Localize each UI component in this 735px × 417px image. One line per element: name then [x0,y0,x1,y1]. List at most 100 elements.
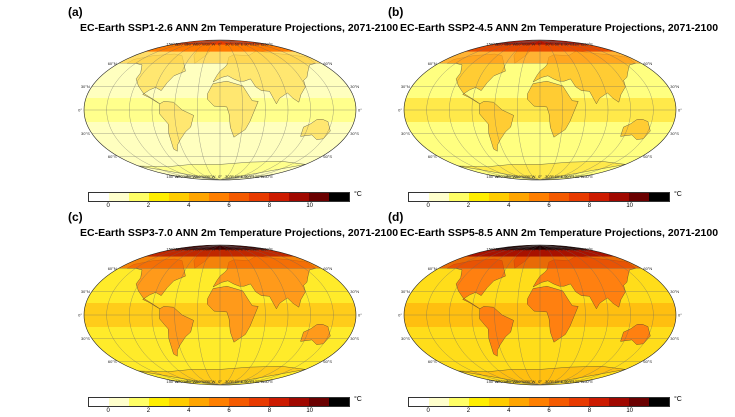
longitude-line [539,40,631,180]
colorbar-tick-label: 2 [146,203,151,209]
colorbar-swatch [449,193,469,201]
panel-letter: (d) [388,210,404,224]
colorbar-swatches [88,192,350,202]
colorbar-tick-label: 10 [306,408,314,414]
latitude-label-left: 60°S [108,154,117,159]
panel-title: EC-Earth SSP1-2.6 ANN 2m Temperature Pro… [80,22,399,34]
map-outline [403,244,677,386]
longitude-label-top: 90°E [244,42,253,47]
colorbar-swatch [569,193,589,201]
latitude-label-right: 60°S [323,359,332,364]
longitude-label-top: 30°W [206,42,216,47]
longitude-label-bottom: 90°E [244,174,253,179]
longitude-label-bottom: 60°E [555,379,564,384]
latitude-label-right: 0° [358,108,362,113]
longitude-line [539,245,609,385]
longitude-label-top: 90°W [507,247,517,252]
colorbar: 0 2 4 6 8 10 °C [408,396,682,415]
panel-title: EC-Earth SSP3-7.0 ANN 2m Temperature Pro… [80,227,399,239]
panel-letter: (b) [388,5,404,19]
longitude-label-bottom: 120°E [253,379,264,384]
longitude-label-bottom: 150°E [262,379,273,384]
colorbar-swatch [649,193,669,201]
longitude-line [539,40,563,180]
longitude-label-top: 90°E [244,247,253,252]
latitude-label-right: 30°N [350,84,359,89]
latitude-label-right: 60°S [323,154,332,159]
colorbar-swatch [189,193,209,201]
longitude-label-top: 60°W [196,42,206,47]
colorbar-swatch [89,398,109,406]
longitude-label-top: 150°E [262,247,273,252]
longitude-label-top: 120°W [176,247,188,252]
colorbar-unit: °C [354,191,362,198]
latitude-label-left: 30°S [81,336,90,341]
continent [159,101,194,152]
latitude-label-left: 60°N [108,266,117,271]
longitude-line [151,245,221,385]
longitude-label-top: 30°W [526,247,536,252]
longitude-line [219,245,289,385]
colorbar-swatch [449,398,469,406]
longitude-line [517,245,541,385]
colorbar-unit: °C [674,191,682,198]
latitude-label-left: 60°S [428,359,437,364]
longitude-label-bottom: 30°E [225,379,234,384]
latitude-label-left: 0° [398,108,402,113]
latitude-label-right: 60°N [323,266,332,271]
longitude-label-top: 60°W [516,42,526,47]
latitude-label-right: 60°S [643,154,652,159]
colorbar-tick-label: 4 [187,203,191,209]
longitude-line [539,245,631,385]
latitude-label-left: 0° [78,313,82,318]
longitude-line [219,40,289,180]
longitude-line [494,245,541,385]
longitude-label-top: 60°E [235,247,244,252]
colorbar-swatch [209,193,229,201]
colorbar-swatch [229,193,249,201]
longitude-label-top: 120°E [573,42,584,47]
longitude-label-top: 120°W [496,42,508,47]
longitude-label-bottom: 120°E [573,174,584,179]
colorbar-swatch [589,398,609,406]
longitude-label-bottom: 150°W [486,379,498,384]
longitude-label-top: 30°E [545,42,554,47]
longitude-label-top: 90°W [507,42,517,47]
colorbar-swatch [609,193,629,201]
longitude-label-bottom: 60°E [235,379,244,384]
colorbar-swatch [569,398,589,406]
longitude-line [449,245,541,385]
latitude-label-right: 30°S [350,336,359,341]
colorbar-swatch [329,398,349,406]
latitude-label-left: 30°S [81,131,90,136]
colorbar-swatch [529,398,549,406]
colorbar-swatch [549,193,569,201]
longitude-line [219,245,266,385]
colorbar-swatch [129,398,149,406]
longitude-label-bottom: 30°W [206,174,216,179]
colorbar-swatch [409,193,429,201]
longitude-label-top: 30°W [526,42,536,47]
longitude-label-top: 30°W [206,247,216,252]
colorbar-swatch [149,193,169,201]
longitude-label-top: 60°W [516,247,526,252]
longitude-label-bottom: 30°W [526,174,536,179]
map-panel-2: (b) EC-Earth SSP2-4.5 ANN 2m Temperature … [388,5,718,210]
colorbar-ticks: 0 2 4 6 8 10 [88,202,350,212]
continent [300,119,331,140]
latitude-label-right: 60°S [643,359,652,364]
longitude-line [219,40,243,180]
colorbar-ticks: 0 2 4 6 8 10 [88,407,350,417]
continent [159,306,194,357]
longitude-line [219,245,334,385]
continent [479,306,514,357]
colorbar-swatch [129,193,149,201]
longitude-line [174,40,221,180]
longitude-line [539,40,586,180]
longitude-label-bottom: 90°W [507,174,517,179]
longitude-label-bottom: 120°W [176,379,188,384]
longitude-label-top: 150°E [582,42,593,47]
longitude-line [449,40,541,180]
colorbar-swatch [429,193,449,201]
longitude-label-bottom: 0° [218,379,222,384]
